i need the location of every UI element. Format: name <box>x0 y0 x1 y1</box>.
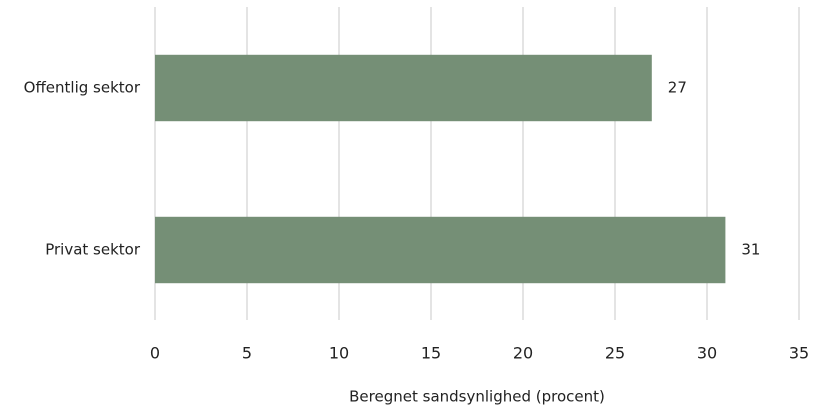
x-tick-label: 20 <box>513 344 533 363</box>
bar <box>155 216 726 284</box>
x-axis-label: Beregnet sandsynlighed (procent) <box>349 388 605 406</box>
data-label: 31 <box>741 241 760 259</box>
y-tick-label: Privat sektor <box>45 241 141 259</box>
x-tick-label: 35 <box>789 344 809 363</box>
bar <box>155 54 652 122</box>
x-tick-label: 5 <box>242 344 252 363</box>
data-label: 27 <box>668 79 687 97</box>
x-tick-label: 0 <box>150 344 160 363</box>
x-tick-label: 30 <box>697 344 717 363</box>
y-tick-label: Offentlig sektor <box>24 79 141 97</box>
x-tick-label: 10 <box>329 344 349 363</box>
x-tick-label: 25 <box>605 344 625 363</box>
x-tick-label: 15 <box>421 344 441 363</box>
